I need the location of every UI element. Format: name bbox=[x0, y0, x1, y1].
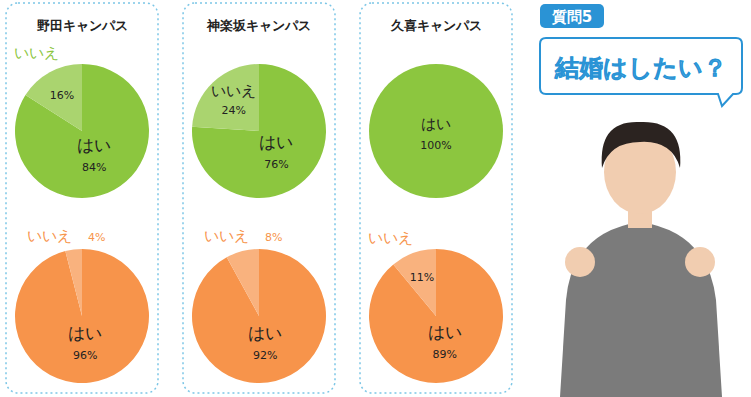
pie-chart: はい 76% いいえ 24% bbox=[192, 64, 326, 198]
data-label: 89% bbox=[432, 348, 456, 361]
pie-chart: はい 84% いいえ 16% bbox=[14, 44, 149, 198]
figure-fist bbox=[685, 247, 715, 277]
panel bbox=[183, 3, 335, 393]
tag-box bbox=[540, 4, 604, 28]
slice bbox=[369, 249, 503, 383]
data-label: 96% bbox=[73, 349, 97, 362]
labels: はい 89% いいえ 11% bbox=[368, 229, 462, 361]
data-label: 84% bbox=[82, 161, 106, 174]
category-label: はい bbox=[77, 135, 111, 155]
data-label: 76% bbox=[264, 158, 288, 171]
slice bbox=[65, 249, 82, 316]
category-label: はい bbox=[259, 132, 293, 152]
canvas: はい 84% いいえ 16% 野田キャンパスはい 96% いいえ 4% はい 76% いいえ 24% 神… bbox=[0, 0, 751, 397]
slice bbox=[227, 249, 259, 316]
labels: はい 100% bbox=[420, 115, 451, 152]
category-label: はい bbox=[248, 323, 282, 343]
pie-chart: はい 89% いいえ 11% bbox=[368, 229, 503, 383]
figure-fist bbox=[565, 247, 595, 277]
slices bbox=[192, 64, 326, 198]
slices bbox=[192, 249, 326, 383]
labels: はい 84% いいえ 16% bbox=[14, 44, 112, 174]
panel bbox=[6, 3, 158, 393]
slices bbox=[369, 64, 503, 198]
data-label: 4% bbox=[88, 231, 105, 244]
category-label: はい bbox=[421, 115, 451, 133]
category-label: いいえ bbox=[204, 227, 249, 245]
figure bbox=[560, 122, 722, 397]
pie-chart: はい 96% いいえ 4% bbox=[15, 227, 149, 383]
category-label: はい bbox=[428, 322, 462, 342]
tag-text: 質問5 bbox=[551, 8, 592, 26]
slice bbox=[192, 64, 259, 131]
slices bbox=[15, 64, 149, 198]
slice bbox=[192, 249, 326, 383]
category-label: はい bbox=[68, 323, 102, 343]
category-label: いいえ bbox=[27, 227, 72, 245]
labels: はい 96% いいえ 4% bbox=[27, 227, 105, 362]
labels: はい 92% いいえ 8% bbox=[204, 227, 282, 362]
slice bbox=[393, 249, 436, 316]
figure-hair bbox=[602, 122, 681, 168]
figure-body bbox=[560, 222, 722, 397]
data-label: 92% bbox=[253, 349, 277, 362]
pie-chart: はい 92% いいえ 8% bbox=[192, 227, 326, 383]
slice bbox=[15, 249, 149, 383]
question-bubble bbox=[540, 38, 742, 106]
panel bbox=[360, 3, 512, 393]
category-label: いいえ bbox=[14, 44, 59, 62]
chart-title: 野田キャンパス bbox=[37, 18, 128, 33]
pie-chart: はい 100% bbox=[369, 64, 503, 198]
data-label: 24% bbox=[222, 104, 246, 117]
chart-title: 久喜キャンパス bbox=[390, 18, 482, 33]
data-label: 11% bbox=[410, 271, 434, 284]
category-label: いいえ bbox=[211, 82, 256, 100]
labels: はい 76% いいえ 24% bbox=[211, 82, 293, 170]
slice bbox=[25, 64, 82, 131]
category-label: いいえ bbox=[368, 229, 413, 247]
slice bbox=[369, 64, 503, 198]
slices bbox=[369, 249, 503, 383]
data-label: 100% bbox=[420, 139, 451, 152]
slice bbox=[15, 64, 149, 198]
slices bbox=[15, 249, 149, 383]
question-text: 結婚はしたい？ bbox=[554, 54, 727, 82]
chart-title: 神楽坂キャンパス bbox=[206, 18, 311, 33]
data-label: 16% bbox=[50, 89, 74, 102]
slice bbox=[192, 64, 326, 198]
data-label: 8% bbox=[265, 231, 282, 244]
